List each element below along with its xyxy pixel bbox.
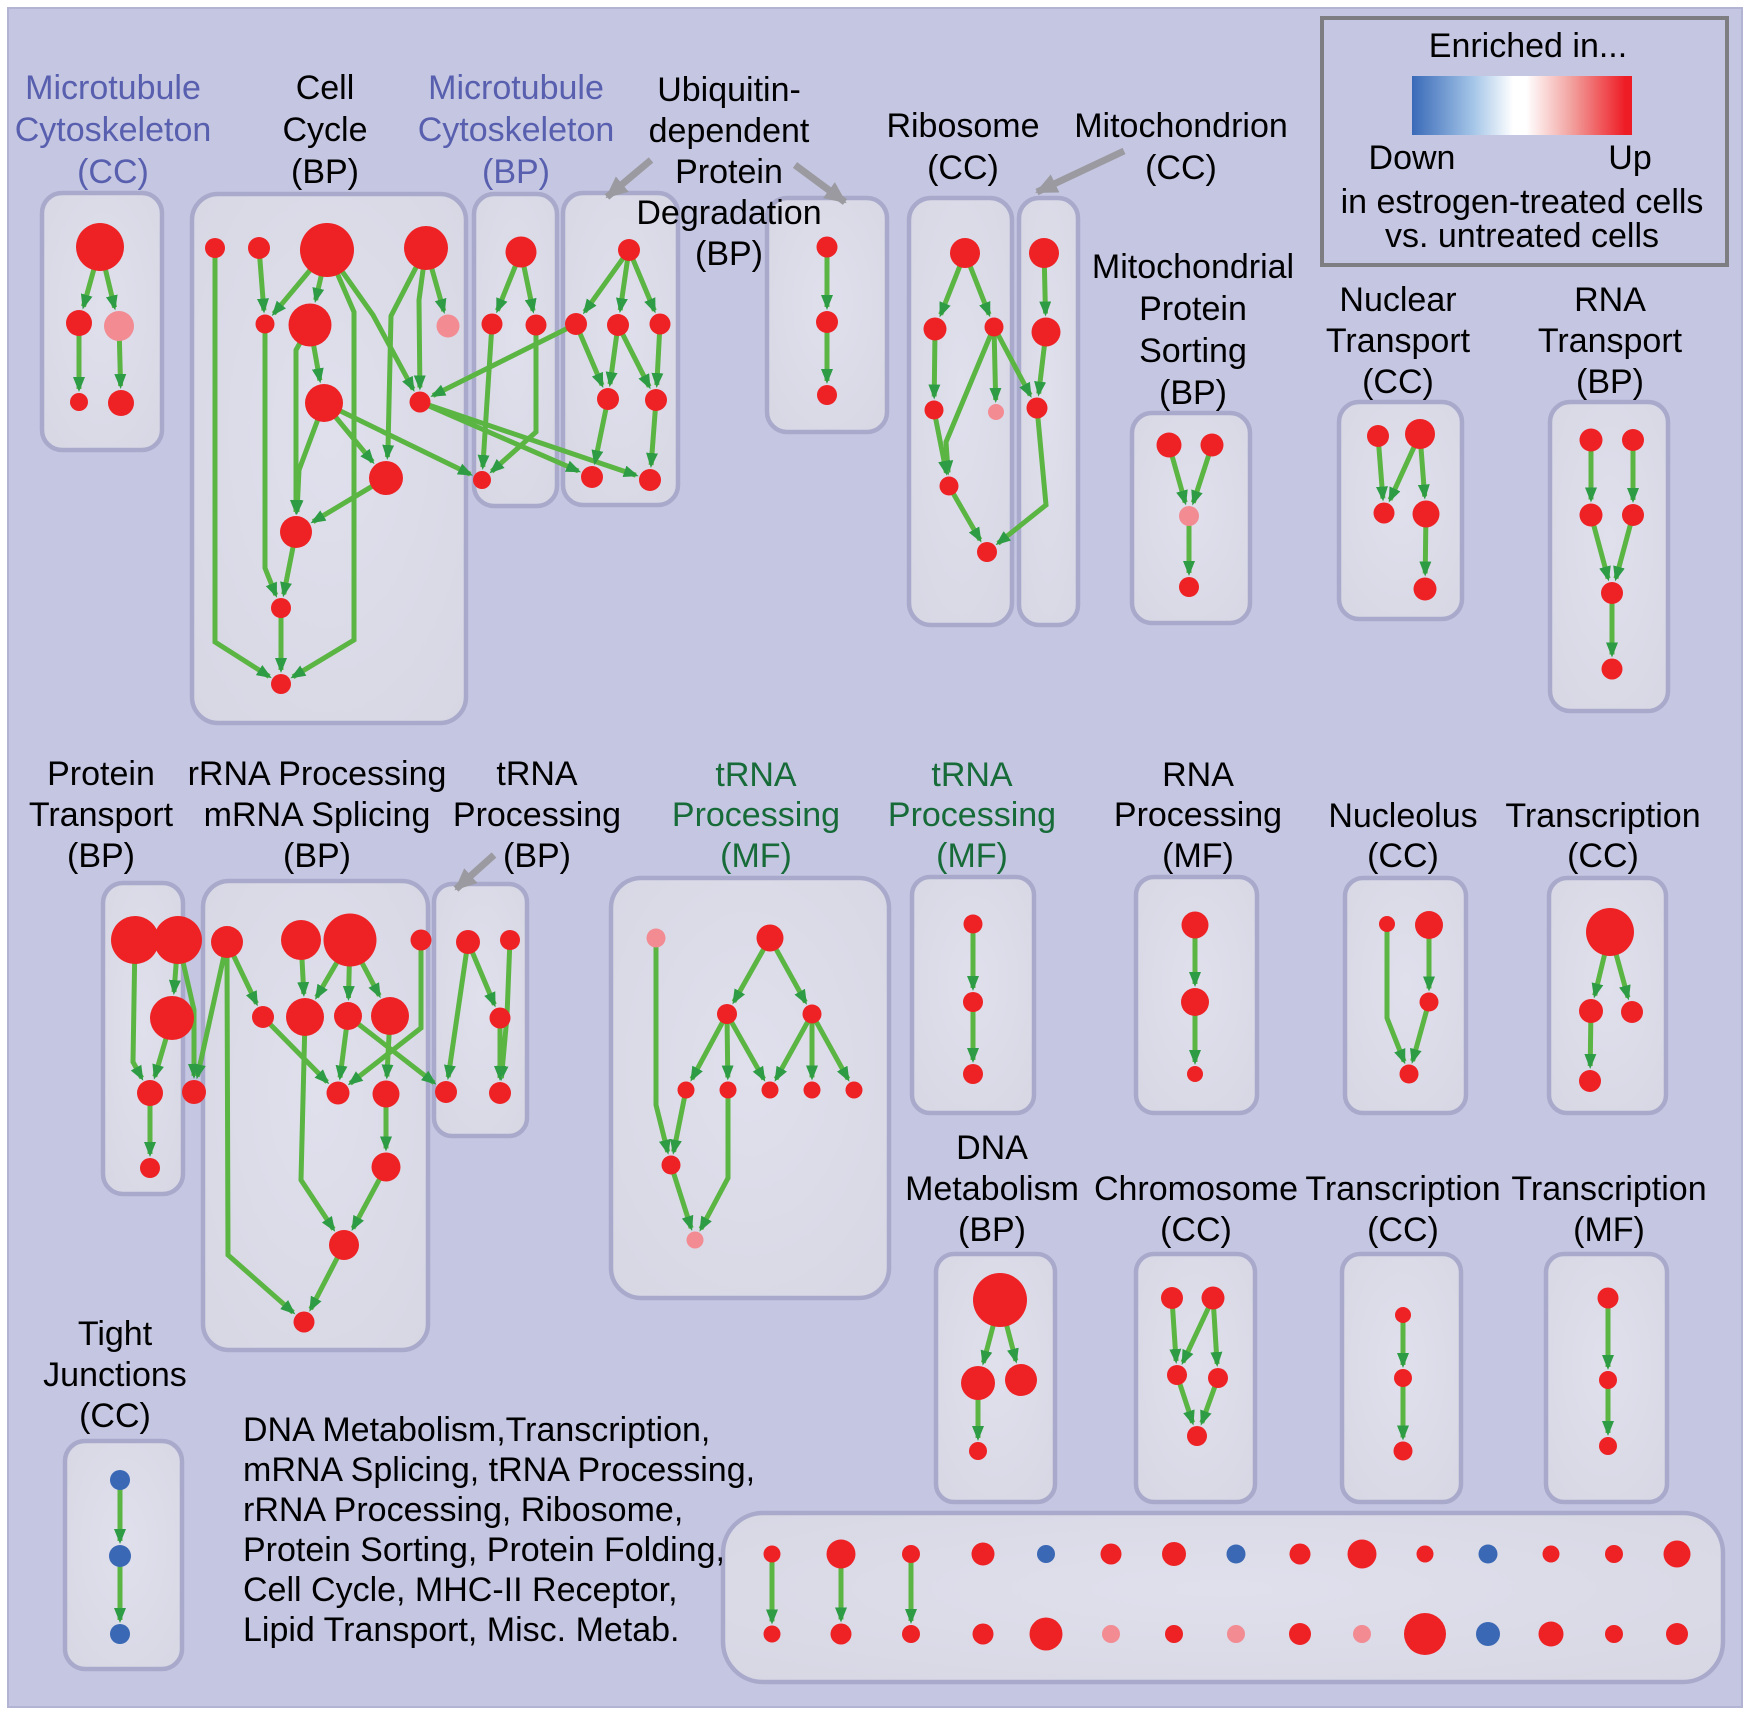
svg-text:RNA: RNA xyxy=(1574,281,1646,319)
svg-text:(BP): (BP) xyxy=(67,837,135,875)
svg-text:rRNA Processing, Ribosome,: rRNA Processing, Ribosome, xyxy=(243,1491,683,1529)
svg-text:in estrogen-treated cells: in estrogen-treated cells xyxy=(1341,183,1704,221)
svg-text:(CC): (CC) xyxy=(1567,837,1639,875)
svg-text:Processing: Processing xyxy=(888,796,1056,834)
svg-text:(BP): (BP) xyxy=(1576,363,1644,401)
svg-text:(BP): (BP) xyxy=(958,1211,1026,1249)
svg-text:mRNA Splicing, tRNA Processing: mRNA Splicing, tRNA Processing, xyxy=(243,1451,755,1489)
svg-text:Mitochondrion: Mitochondrion xyxy=(1074,107,1288,145)
svg-text:Cytoskeleton: Cytoskeleton xyxy=(418,111,615,149)
svg-text:(CC): (CC) xyxy=(1160,1211,1232,1249)
svg-text:(MF): (MF) xyxy=(1573,1211,1645,1249)
svg-text:(BP): (BP) xyxy=(482,153,550,191)
svg-text:(BP): (BP) xyxy=(695,235,763,273)
svg-text:(BP): (BP) xyxy=(1159,374,1227,412)
svg-text:(BP): (BP) xyxy=(283,837,351,875)
svg-text:Transcription: Transcription xyxy=(1305,1170,1500,1208)
svg-text:DNA: DNA xyxy=(956,1129,1028,1167)
svg-text:Transcription: Transcription xyxy=(1511,1170,1706,1208)
svg-text:Lipid Transport, Misc. Metab.: Lipid Transport, Misc. Metab. xyxy=(243,1611,680,1649)
svg-text:Metabolism: Metabolism xyxy=(905,1170,1079,1208)
svg-text:(MF): (MF) xyxy=(936,837,1008,875)
svg-text:Nucleolus: Nucleolus xyxy=(1328,797,1477,835)
svg-text:Cytoskeleton: Cytoskeleton xyxy=(15,111,212,149)
svg-text:Enriched in...: Enriched in... xyxy=(1429,27,1627,65)
svg-text:Cycle: Cycle xyxy=(282,111,367,149)
svg-text:tRNA: tRNA xyxy=(715,756,797,794)
svg-text:vs. untreated cells: vs. untreated cells xyxy=(1385,217,1659,255)
svg-text:Tight: Tight xyxy=(78,1315,153,1353)
svg-text:Nuclear: Nuclear xyxy=(1339,281,1456,319)
svg-text:Protein: Protein xyxy=(47,755,155,793)
svg-text:Processing: Processing xyxy=(1114,796,1282,834)
svg-text:Transport: Transport xyxy=(29,796,174,834)
svg-text:(MF): (MF) xyxy=(720,837,792,875)
svg-text:mRNA Splicing: mRNA Splicing xyxy=(204,796,431,834)
svg-text:tRNA: tRNA xyxy=(931,756,1013,794)
svg-text:Processing: Processing xyxy=(672,796,840,834)
svg-text:(CC): (CC) xyxy=(1367,1211,1439,1249)
svg-text:Microtubule: Microtubule xyxy=(428,69,604,107)
svg-text:(BP): (BP) xyxy=(503,837,571,875)
svg-text:Processing: Processing xyxy=(453,796,621,834)
svg-text:(CC): (CC) xyxy=(927,149,999,187)
svg-text:(CC): (CC) xyxy=(1367,837,1439,875)
svg-text:(CC): (CC) xyxy=(1145,149,1217,187)
svg-text:dependent: dependent xyxy=(649,112,810,150)
svg-text:(MF): (MF) xyxy=(1162,837,1234,875)
svg-text:Transcription: Transcription xyxy=(1505,797,1700,835)
svg-text:Microtubule: Microtubule xyxy=(25,69,201,107)
svg-text:(CC): (CC) xyxy=(79,1397,151,1435)
svg-text:Up: Up xyxy=(1608,139,1651,177)
svg-text:rRNA Processing: rRNA Processing xyxy=(188,755,447,793)
svg-text:(CC): (CC) xyxy=(77,153,149,191)
svg-text:Transport: Transport xyxy=(1538,322,1683,360)
svg-text:(CC): (CC) xyxy=(1362,363,1434,401)
svg-text:Ubiquitin-: Ubiquitin- xyxy=(657,71,801,109)
svg-text:Protein: Protein xyxy=(675,153,783,191)
svg-text:Cell: Cell xyxy=(296,69,355,107)
svg-text:Sorting: Sorting xyxy=(1139,332,1247,370)
svg-text:Junctions: Junctions xyxy=(43,1356,187,1394)
svg-text:Chromosome: Chromosome xyxy=(1094,1170,1298,1208)
svg-text:Protein: Protein xyxy=(1139,290,1247,328)
svg-text:Protein Sorting, Protein Foldi: Protein Sorting, Protein Folding, xyxy=(243,1531,725,1569)
svg-text:RNA: RNA xyxy=(1162,756,1234,794)
svg-text:tRNA: tRNA xyxy=(496,755,578,793)
svg-text:DNA Metabolism,Transcription,: DNA Metabolism,Transcription, xyxy=(243,1411,710,1449)
svg-text:Cell Cycle, MHC-II Receptor,: Cell Cycle, MHC-II Receptor, xyxy=(243,1571,678,1609)
svg-text:Transport: Transport xyxy=(1326,322,1471,360)
svg-text:(BP): (BP) xyxy=(291,153,359,191)
svg-text:Ribosome: Ribosome xyxy=(886,107,1039,145)
svg-text:Degradation: Degradation xyxy=(636,194,821,232)
svg-text:Mitochondrial: Mitochondrial xyxy=(1092,248,1294,286)
svg-text:Down: Down xyxy=(1369,139,1456,177)
